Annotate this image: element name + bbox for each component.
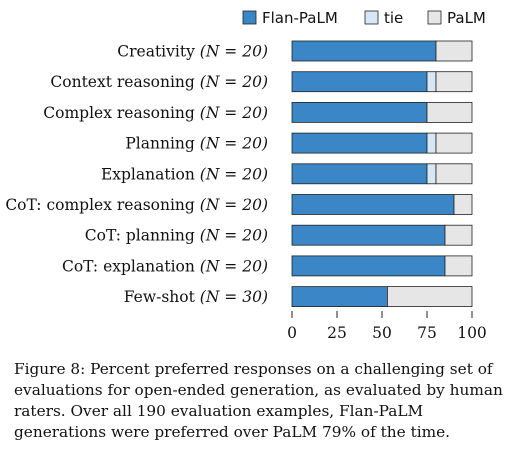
legend-swatch — [427, 10, 442, 25]
category-name: Planning — [125, 135, 199, 153]
x-tick-label: 100 — [457, 324, 487, 342]
category-count: (N = 30) — [200, 288, 268, 306]
legend-swatch — [364, 10, 379, 25]
category-count: (N = 20) — [200, 196, 268, 214]
legend-swatch — [242, 10, 257, 25]
legend: Flan-PaLM tie PaLM — [242, 9, 486, 27]
bar-segment-tie — [426, 163, 437, 185]
bar-segment-tie — [426, 71, 437, 93]
legend-label: tie — [384, 9, 403, 27]
figure-caption: Figure 8: Percent preferred responses on… — [14, 360, 503, 441]
x-axis: 0 25 50 75 100 — [287, 311, 487, 342]
category-count: (N = 20) — [200, 104, 268, 122]
category-name: Context reasoning — [50, 73, 199, 91]
bar-segment-palm — [444, 224, 473, 246]
category-name: Few-shot — [124, 288, 200, 306]
bar-segment-tie — [426, 132, 437, 154]
bar-segment-palm — [435, 132, 473, 154]
bar-segment-flan-palm — [291, 194, 455, 215]
category-count: (N = 20) — [200, 227, 268, 245]
category-label: Planning (N = 20) — [125, 135, 268, 153]
x-tick-label: 75 — [417, 324, 437, 342]
bar-segment-flan-palm — [291, 255, 446, 277]
bars — [291, 40, 473, 308]
bar-segment-flan-palm — [291, 40, 437, 62]
category-name: Creativity — [117, 43, 200, 61]
stacked-bar-chart: Flan-PaLM tie PaLM Creativity (N = 20)Cont… — [5, 9, 487, 342]
bar-segment-palm — [426, 102, 473, 123]
category-name: CoT: planning — [85, 227, 200, 245]
legend-label: Flan-PaLM — [262, 9, 338, 27]
bar-segment-palm — [444, 255, 473, 277]
category-label: CoT: explanation (N = 20) — [62, 257, 268, 275]
category-labels: Creativity (N = 20)Context reasoning (N … — [5, 43, 268, 307]
category-name: Explanation — [101, 165, 200, 183]
category-label: CoT: complex reasoning (N = 20) — [5, 196, 268, 214]
bar-segment-flan-palm — [291, 71, 428, 93]
x-tick-label: 50 — [372, 324, 392, 342]
category-label: Explanation (N = 20) — [101, 165, 268, 183]
category-name: CoT: explanation — [62, 257, 200, 275]
category-label: Creativity (N = 20) — [117, 43, 268, 61]
category-count: (N = 20) — [200, 43, 268, 61]
x-tick-label: 25 — [327, 324, 347, 342]
bar-segment-flan-palm — [291, 102, 428, 123]
bar-segment-flan-palm — [291, 132, 428, 154]
bar-segment-palm — [435, 163, 473, 185]
bar-segment-palm — [435, 40, 473, 62]
category-count: (N = 20) — [200, 135, 268, 153]
category-name: CoT: complex reasoning — [5, 196, 199, 214]
category-label: Few-shot (N = 30) — [124, 288, 268, 306]
bar-segment-flan-palm — [291, 224, 446, 246]
category-name: Complex reasoning — [43, 104, 200, 122]
category-count: (N = 20) — [200, 73, 268, 91]
category-count: (N = 20) — [200, 257, 268, 275]
category-label: CoT: planning (N = 20) — [85, 227, 268, 245]
bar-segment-palm — [386, 286, 473, 308]
x-tick-label: 0 — [287, 324, 297, 342]
category-label: Context reasoning (N = 20) — [50, 73, 268, 91]
bar-segment-flan-palm — [291, 286, 388, 308]
category-count: (N = 20) — [200, 165, 268, 183]
bar-segment-palm — [435, 71, 473, 93]
bar-segment-flan-palm — [291, 163, 428, 185]
bar-segment-palm — [453, 194, 473, 215]
category-label: Complex reasoning (N = 20) — [43, 104, 268, 122]
legend-label: PaLM — [447, 9, 486, 27]
